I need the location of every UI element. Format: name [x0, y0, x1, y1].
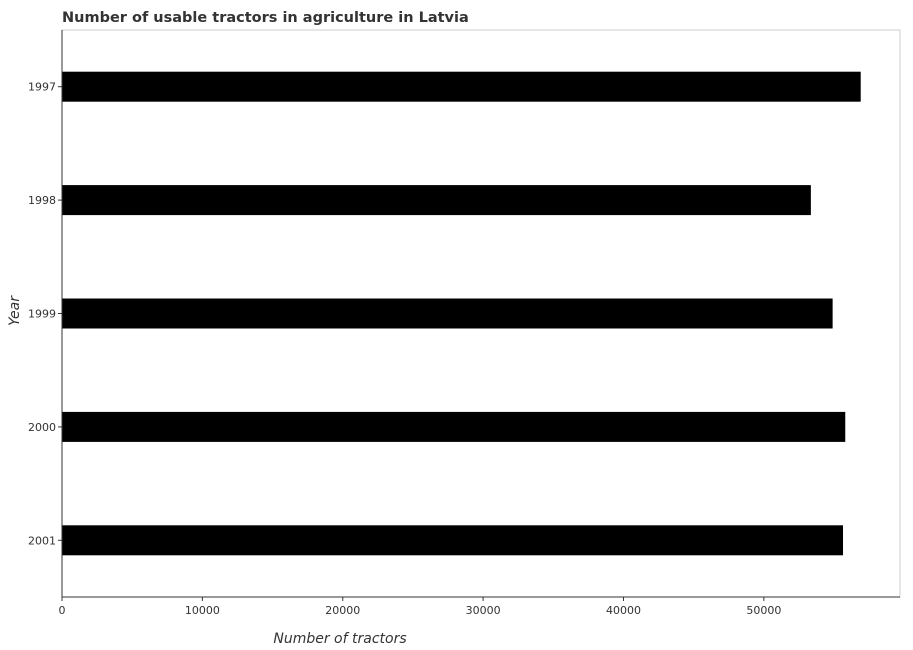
x-tick-label-0: 0: [59, 604, 66, 617]
y-tick-label-2000: 2000: [28, 421, 56, 434]
bar-1999: [62, 298, 833, 329]
bar-1998: [62, 185, 811, 216]
bar-2000: [62, 411, 846, 442]
x-axis-label: Number of tractors: [273, 631, 406, 647]
y-tick-label-1998: 1998: [28, 194, 56, 207]
bar-1997: [62, 71, 861, 102]
x-tick-label-40000: 40000: [606, 604, 641, 617]
y-axis-label: Year: [7, 295, 23, 326]
x-tick-label-10000: 10000: [185, 604, 220, 617]
y-tick-label-2001: 2001: [28, 534, 56, 547]
y-tick-label-1999: 1999: [28, 308, 56, 321]
x-tick-label-20000: 20000: [325, 604, 360, 617]
x-tick-label-30000: 30000: [466, 604, 501, 617]
chart-title: Number of usable tractors in agriculture…: [62, 10, 469, 26]
x-tick-label-50000: 50000: [746, 604, 781, 617]
y-tick-label-1997: 1997: [28, 81, 56, 94]
bar-2001: [62, 525, 844, 556]
